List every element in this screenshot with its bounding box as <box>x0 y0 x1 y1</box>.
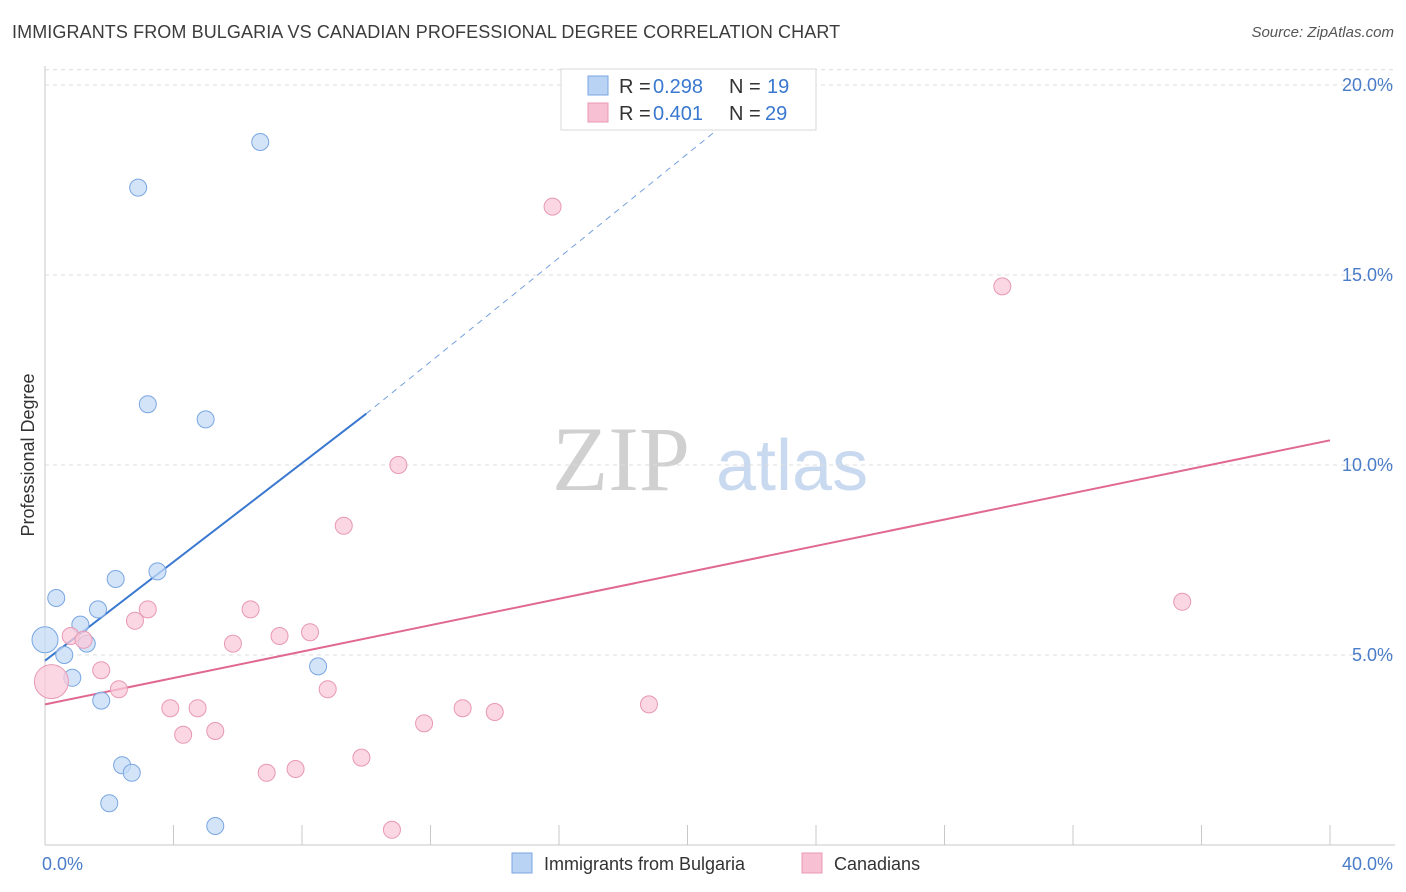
y-tick-label: 20.0% <box>1342 75 1393 95</box>
point-canadians <box>188 699 207 718</box>
point-bulgaria <box>92 691 111 710</box>
point-canadians <box>174 725 193 744</box>
legend-r-value-1: 0.298 <box>653 76 703 98</box>
point-bulgaria <box>309 657 328 676</box>
gridlines <box>45 69 1395 656</box>
y-tick-label: 15.0% <box>1342 265 1393 285</box>
legend-n-label-1: N = <box>729 76 761 98</box>
y-tick-label: 10.0% <box>1342 455 1393 475</box>
legend-swatch-canadians <box>587 102 609 123</box>
series-legend: Immigrants from Bulgaria Canadians <box>511 852 920 874</box>
point-bulgaria <box>106 570 125 588</box>
legend-r-label-1: R = <box>619 76 651 98</box>
chart-title: IMMIGRANTS FROM BULGARIA VS CANADIAN PRO… <box>12 22 841 42</box>
point-canadians <box>334 516 353 535</box>
point-canadians <box>453 699 472 718</box>
point-bulgaria <box>138 395 157 414</box>
legend-n-label-2: N = <box>729 103 761 125</box>
point-bulgaria <box>129 178 148 197</box>
x-tick-label-min: 0.0% <box>42 854 83 874</box>
point-bulgaria <box>148 562 167 581</box>
point-canadians <box>109 680 128 699</box>
point-canadians <box>138 600 157 619</box>
point-canadians <box>639 695 658 714</box>
point-bulgaria <box>55 646 74 664</box>
point-bulgaria <box>47 589 66 607</box>
point-canadians <box>415 714 434 733</box>
series-legend-label-bulgaria: Immigrants from Bulgaria <box>544 854 746 874</box>
point-canadians <box>352 748 371 767</box>
point-canadians <box>257 763 276 782</box>
point-canadians <box>543 197 562 216</box>
point-bulgaria <box>196 410 215 429</box>
point-canadians <box>206 722 225 740</box>
point-canadians <box>1173 592 1192 611</box>
point-bulgaria <box>89 600 108 619</box>
watermark-atlas: atlas <box>716 426 868 506</box>
y-tick-label: 5.0% <box>1352 645 1393 665</box>
y-tick-labels: 5.0% 10.0% 15.0% 20.0% <box>1342 75 1393 665</box>
point-bulgaria <box>251 133 270 151</box>
point-canadians <box>161 699 180 718</box>
point-canadians <box>270 627 289 645</box>
point-bulgaria <box>31 626 59 654</box>
point-canadians <box>389 456 408 474</box>
watermark: ZIP atlas <box>552 408 868 510</box>
point-canadians <box>92 661 111 680</box>
point-canadians <box>318 680 337 699</box>
data-points <box>31 133 1192 839</box>
trend-line-bulgaria-extension <box>365 88 769 415</box>
source-credit: Source: ZipAtlas.com <box>1251 24 1394 41</box>
point-canadians <box>993 277 1012 296</box>
series-legend-swatch-bulgaria <box>511 852 533 874</box>
point-canadians <box>301 623 320 642</box>
x-tick-labels: 0.0% 40.0% <box>42 854 1393 874</box>
watermark-zip: ZIP <box>552 408 690 510</box>
point-canadians <box>223 634 242 653</box>
point-canadians <box>125 611 144 630</box>
legend-swatch-bulgaria <box>587 75 609 96</box>
series-legend-label-canadians: Canadians <box>834 854 920 874</box>
trend-line-canadians <box>44 439 1331 706</box>
stats-legend: R = 0.298 N = 19 R = 0.401 N = 29 <box>560 68 817 131</box>
point-bulgaria <box>122 763 141 782</box>
point-canadians <box>74 630 93 649</box>
legend-r-value-2: 0.401 <box>653 103 703 125</box>
point-canadians <box>286 760 305 778</box>
point-canadians <box>33 664 69 700</box>
point-canadians <box>382 820 401 839</box>
legend-n-value-2: 29 <box>765 103 787 125</box>
axes <box>44 66 1395 846</box>
series-legend-swatch-canadians <box>801 852 823 874</box>
point-bulgaria <box>206 817 225 835</box>
y-axis-title: Professional Degree <box>18 373 38 536</box>
trend-lines <box>44 88 1331 706</box>
legend-n-value-1: 19 <box>767 76 789 98</box>
trend-line-bulgaria <box>44 412 367 662</box>
x-tick-label-max: 40.0% <box>1342 854 1393 874</box>
legend-r-label-2: R = <box>619 103 651 125</box>
point-canadians <box>485 703 504 721</box>
point-bulgaria <box>100 794 119 813</box>
point-canadians <box>241 600 260 619</box>
